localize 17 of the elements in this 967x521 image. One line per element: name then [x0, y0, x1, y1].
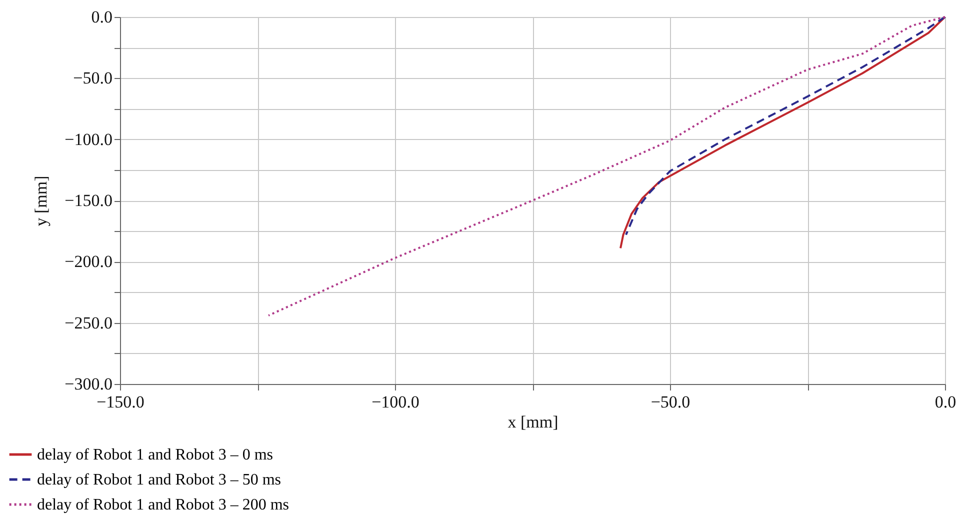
y-tick-label: −150.0 [64, 191, 112, 210]
y-tick-label: 0.0 [91, 8, 112, 26]
x-tick-label: 0.0 [934, 392, 956, 412]
legend-label: delay of Robot 1 and Robot 3 – 0 ms [37, 446, 273, 464]
x-tick-label: −100.0 [372, 392, 420, 412]
y-tick-label: −200.0 [64, 252, 112, 272]
y-tick-label: −300.0 [64, 374, 112, 394]
x-axis-title: x [mm] [508, 412, 558, 432]
x-tick-label: −50.0 [650, 392, 690, 412]
line-series [268, 16, 946, 316]
x-tick-label: −150.0 [96, 392, 144, 412]
y-tick-label: −50.0 [73, 68, 112, 88]
legend-label: delay of Robot 1 and Robot 3 – 50 ms [37, 472, 281, 488]
y-tick-label: −250.0 [64, 313, 112, 332]
y-tick-label: −100.0 [64, 130, 112, 149]
y-axis-title: y [mm] [32, 176, 51, 226]
legend-label: delay of Robot 1 and Robot 3 – 200 ms [37, 496, 289, 514]
